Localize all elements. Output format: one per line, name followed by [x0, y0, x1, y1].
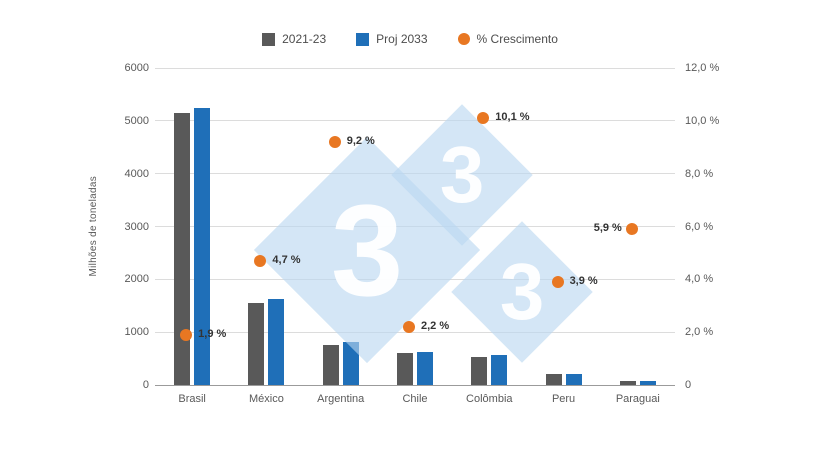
legend-swatch-gray	[262, 32, 276, 46]
gridline	[155, 120, 675, 122]
y-axis-tick-left: 4000	[124, 167, 149, 180]
growth-value-label: 10,1 %	[495, 111, 530, 124]
y-axis-tick-right: 12,0 %	[685, 62, 720, 74]
bar-proj-2033	[639, 380, 656, 385]
growth-value-label: 4,7 %	[272, 253, 301, 266]
legend-swatch-blue	[356, 32, 370, 46]
gridline	[155, 173, 675, 175]
bar-2021-23	[322, 344, 339, 385]
y-axis-tick-left: 2000	[124, 273, 149, 286]
gridline	[155, 384, 675, 386]
bar-2021-23	[174, 112, 191, 385]
x-axis-category-label: Paraguai	[615, 393, 660, 405]
growth-point	[403, 320, 415, 333]
x-axis-category-label: Brasil	[178, 393, 206, 405]
y-axis-title-wrap: Milhões de toneladas	[88, 68, 99, 385]
growth-point	[625, 223, 638, 236]
bar-2021-23	[545, 374, 562, 385]
y-axis-title: Milhões de toneladas	[88, 176, 99, 277]
bar-proj-2033	[194, 107, 211, 385]
watermark-diamond: 3	[391, 104, 533, 246]
gridline	[155, 67, 675, 69]
legend-item-proj-2033[interactable]: Proj 2033	[356, 32, 428, 46]
legend-label: % Crescimento	[476, 32, 558, 46]
growth-value-label: 9,2 %	[346, 134, 375, 147]
bar-2021-23	[471, 356, 488, 385]
bar-proj-2033	[268, 299, 285, 385]
bar-2021-23	[619, 380, 636, 385]
y-axis-tick-left: 1000	[124, 326, 149, 339]
watermark-diamond: 3	[451, 221, 593, 363]
bar-proj-2033	[417, 352, 433, 385]
y-axis-tick-right: 4,0 %	[685, 273, 714, 286]
legend-swatch-orange-circle	[457, 33, 470, 45]
bar-2021-23	[397, 353, 413, 385]
y-axis-tick-right: 8,0 %	[685, 167, 714, 180]
bar-proj-2033	[342, 342, 359, 385]
gridline	[155, 331, 675, 333]
x-axis-category-label: Chile	[402, 393, 428, 405]
growth-value-label: 2,2 %	[421, 319, 450, 332]
y-axis-tick-right: 2,0 %	[685, 326, 714, 339]
y-axis-tick-right: 10,0 %	[685, 114, 720, 127]
x-axis-category-label: Argentina	[317, 393, 365, 405]
legend-label: 2021-23	[282, 32, 327, 46]
growth-value-label: 5,9 %	[593, 222, 622, 235]
growth-point	[328, 135, 341, 148]
bar-proj-2033	[565, 373, 582, 385]
x-axis-category-label: México	[249, 393, 284, 405]
bar-proj-2033	[491, 354, 508, 385]
legend-label: Proj 2033	[376, 32, 428, 46]
legend-item-crescimento[interactable]: % Crescimento	[457, 32, 558, 46]
y-axis-tick-left: 0	[142, 379, 149, 391]
x-axis-category-label: Colômbia	[466, 393, 513, 405]
x-axis-category-label: Peru	[551, 393, 576, 405]
growth-point	[254, 254, 267, 267]
y-axis-tick-right: 6,0 %	[685, 220, 714, 233]
plot-area: 0 1000 2000 3000 4000 5000 6000 0 2,0 % 4,0 % 6,0 …	[125, 62, 720, 405]
chart-legend: 2021-23 Proj 2033 % Crescimento	[0, 32, 820, 46]
y-axis-tick-left: 5000	[124, 114, 149, 127]
legend-item-2021-23[interactable]: 2021-23	[262, 32, 326, 46]
y-axis-tick-left: 6000	[124, 62, 149, 74]
growth-point	[551, 275, 564, 288]
y-axis-tick-left: 3000	[124, 220, 149, 233]
growth-value-label: 1,9 %	[198, 327, 227, 340]
growth-point	[180, 328, 193, 341]
y-axis-tick-right: 0	[685, 379, 692, 391]
growth-value-label: 3,9 %	[569, 274, 598, 287]
bar-2021-23	[248, 303, 265, 385]
growth-point	[477, 112, 490, 125]
